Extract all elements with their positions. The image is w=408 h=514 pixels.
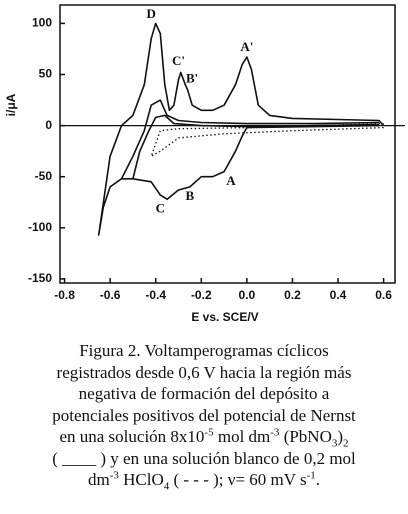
caption-text: . [315,470,321,489]
caption-line: negativa de formación del depósito a [0,383,408,405]
plot-frame [59,4,396,284]
cv-curve [97,22,385,236]
caption-text: -1 [306,469,316,482]
y-axis-label: i/μA [4,93,18,116]
cv-curve [150,122,384,157]
x-tick-label: 0.4 [330,288,347,302]
caption-line: Figura 2. Voltamperogramas cíclicos [0,340,408,362]
peak-label: C [156,200,165,215]
peak-label: B [186,188,195,203]
caption-text: 2 [343,437,349,450]
caption-text: (PbNO [279,427,332,446]
y-tick-label: 0 [45,118,52,132]
y-tick-label: -100 [28,220,52,234]
peak-label: D [146,6,155,21]
caption-text: -3 [270,426,280,439]
caption-text: ( ____ ) y en una solución blanco de 0,2… [52,448,356,468]
caption-text: 4 [163,480,170,493]
caption-text: potenciales positivos del potencial de N… [52,405,356,425]
caption-text: Figura 2. Voltamperogramas cíclicos [79,341,329,360]
caption-line: en una solución 8x10-5 mol dm-3 (PbNO3)2 [0,426,408,450]
y-tick-label: -150 [28,271,52,285]
chart: E vs. SCE/V i/μA -150 -100 -50 0 50 100 -0.8 -0… [4,4,405,324]
caption-line: potenciales positivos del potencial de N… [0,405,408,427]
caption-text: negativa de formación del depósito a [78,384,330,403]
caption-line: registrados desde 0,6 V hacia la región … [0,362,408,384]
peak-label: A' [240,39,253,54]
caption-line: ( ____ ) y en una solución blanco de 0,2… [0,448,408,470]
caption-text: -3 [109,469,119,482]
x-tick-label: -0.4 [145,288,166,302]
x-tick-label: 0.0 [239,288,256,302]
y-tick-label: -50 [35,169,53,183]
peak-label: B' [186,71,198,86]
caption-text: 3 [331,437,338,450]
caption-text: registrados desde 0,6 V hacia la región … [56,362,352,382]
caption-text: HClO [118,470,164,489]
caption-text: ( - - - ); ν= 60 mV s [169,470,307,489]
y-tick-label: 100 [32,16,52,30]
x-tick-label: -0.2 [191,288,212,302]
caption-text: dm [87,470,110,489]
x-tick-label: 0.2 [284,288,301,302]
caption-text: en una solución 8x10 [59,427,205,446]
caption-text: -5 [204,426,214,439]
y-tick-label: 50 [39,67,53,81]
figure-caption: Figura 2. Voltamperogramas cíclicos regis… [0,340,408,493]
peak-label: C' [172,53,185,68]
x-tick-label: -0.6 [100,288,121,302]
caption-text: ) [337,427,344,446]
cv-curve [120,99,380,180]
peak-label: A [226,173,236,188]
caption-text: mol dm [213,427,271,446]
x-tick-label: 0.6 [375,288,392,302]
x-tick-label: -0.8 [54,288,75,302]
x-axis-label: E vs. SCE/V [191,310,258,324]
caption-line: dm-3 HClO4 ( - - - ); ν= 60 mV s-1. [0,469,408,493]
cv-curve [132,114,380,179]
